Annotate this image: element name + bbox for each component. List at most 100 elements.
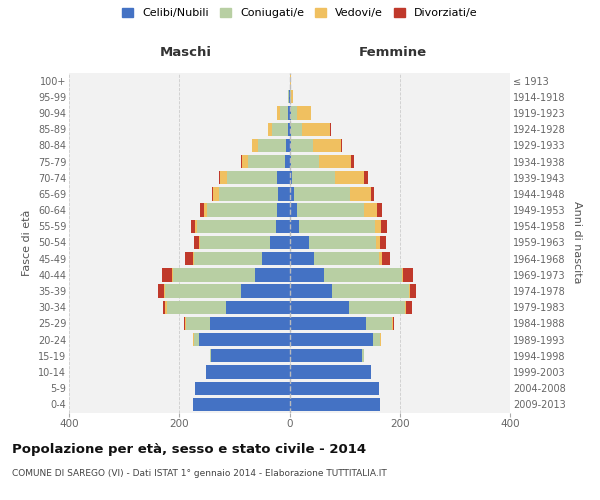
- Bar: [290, 171, 292, 184]
- Bar: [409, 284, 410, 298]
- Bar: [290, 188, 294, 200]
- Bar: [206, 366, 290, 378]
- Bar: [194, 382, 290, 395]
- Bar: [319, 155, 351, 168]
- Bar: [292, 171, 335, 184]
- Bar: [297, 106, 311, 120]
- Text: Femmine: Femmine: [359, 46, 427, 59]
- Bar: [380, 333, 381, 346]
- Bar: [207, 204, 277, 217]
- Bar: [191, 220, 195, 233]
- Bar: [290, 300, 349, 314]
- Bar: [371, 188, 374, 200]
- Bar: [277, 171, 290, 184]
- Bar: [163, 300, 166, 314]
- Bar: [376, 236, 380, 249]
- Bar: [252, 138, 257, 152]
- Bar: [290, 155, 319, 168]
- Text: Maschi: Maschi: [160, 46, 212, 59]
- Bar: [302, 122, 330, 136]
- Bar: [314, 252, 379, 266]
- Bar: [403, 268, 413, 281]
- Bar: [165, 284, 241, 298]
- Bar: [290, 284, 332, 298]
- Bar: [268, 122, 272, 136]
- Bar: [256, 268, 290, 281]
- Bar: [410, 284, 416, 298]
- Legend: Celibi/Nubili, Coniugati/e, Vedovi/e, Divorziati/e: Celibi/Nubili, Coniugati/e, Vedovi/e, Di…: [120, 6, 480, 20]
- Bar: [185, 252, 193, 266]
- Bar: [290, 252, 314, 266]
- Bar: [393, 317, 394, 330]
- Bar: [241, 155, 242, 168]
- Bar: [290, 398, 380, 411]
- Bar: [313, 138, 341, 152]
- Bar: [194, 236, 199, 249]
- Bar: [290, 349, 362, 362]
- Bar: [290, 268, 323, 281]
- Bar: [377, 204, 382, 217]
- Bar: [226, 300, 290, 314]
- Bar: [382, 252, 390, 266]
- Bar: [184, 317, 185, 330]
- Bar: [248, 155, 285, 168]
- Bar: [277, 204, 290, 217]
- Bar: [280, 106, 288, 120]
- Bar: [351, 155, 354, 168]
- Bar: [214, 188, 219, 200]
- Bar: [406, 300, 412, 314]
- Bar: [350, 188, 371, 200]
- Bar: [286, 138, 290, 152]
- Bar: [185, 317, 187, 330]
- Bar: [277, 106, 280, 120]
- Y-axis label: Anni di nascita: Anni di nascita: [572, 201, 582, 283]
- Bar: [297, 204, 364, 217]
- Y-axis label: Fasce di età: Fasce di età: [22, 210, 32, 276]
- Bar: [381, 220, 386, 233]
- Bar: [288, 90, 289, 104]
- Bar: [187, 317, 209, 330]
- Bar: [330, 122, 331, 136]
- Bar: [405, 300, 406, 314]
- Bar: [288, 122, 290, 136]
- Bar: [392, 317, 393, 330]
- Bar: [285, 155, 290, 168]
- Bar: [276, 220, 290, 233]
- Bar: [362, 349, 364, 362]
- Bar: [197, 220, 276, 233]
- Text: COMUNE DI SAREGO (VI) - Dati ISTAT 1° gennaio 2014 - Elaborazione TUTTITALIA.IT: COMUNE DI SAREGO (VI) - Dati ISTAT 1° ge…: [12, 469, 387, 478]
- Bar: [257, 138, 286, 152]
- Bar: [290, 106, 297, 120]
- Bar: [164, 284, 165, 298]
- Bar: [219, 171, 220, 184]
- Bar: [158, 284, 164, 298]
- Bar: [380, 236, 386, 249]
- Bar: [299, 220, 376, 233]
- Bar: [290, 204, 297, 217]
- Bar: [290, 333, 373, 346]
- Bar: [220, 171, 227, 184]
- Bar: [204, 204, 207, 217]
- Bar: [212, 188, 214, 200]
- Bar: [373, 333, 380, 346]
- Bar: [335, 171, 364, 184]
- Bar: [272, 122, 288, 136]
- Bar: [199, 333, 290, 346]
- Bar: [210, 349, 211, 362]
- Bar: [379, 252, 382, 266]
- Bar: [290, 220, 299, 233]
- Bar: [290, 317, 365, 330]
- Bar: [290, 366, 371, 378]
- Bar: [278, 188, 290, 200]
- Bar: [193, 398, 290, 411]
- Bar: [376, 220, 381, 233]
- Bar: [194, 252, 262, 266]
- Bar: [200, 236, 270, 249]
- Bar: [194, 333, 199, 346]
- Bar: [290, 138, 313, 152]
- Bar: [341, 138, 343, 152]
- Bar: [173, 268, 256, 281]
- Bar: [290, 122, 302, 136]
- Bar: [288, 106, 290, 120]
- Bar: [290, 382, 379, 395]
